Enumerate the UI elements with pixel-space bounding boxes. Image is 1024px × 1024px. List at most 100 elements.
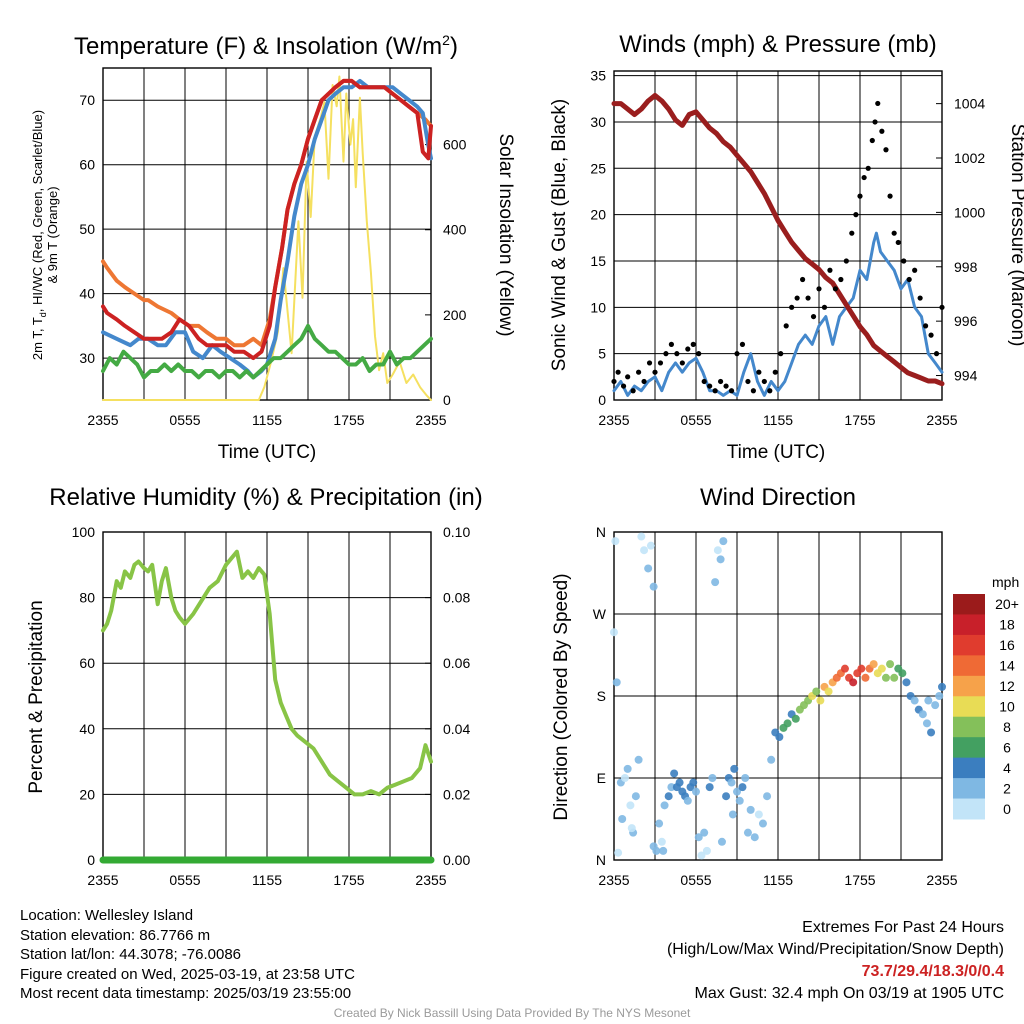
gust-point [679, 360, 685, 366]
gust-point [805, 295, 811, 301]
direction-point [722, 792, 731, 801]
wind-border [613, 70, 943, 401]
direction-point [637, 532, 646, 541]
direction-point [717, 837, 726, 846]
extremes-subtitle: (High/Low/Max Wind/Precipitation/Snow De… [666, 941, 1004, 958]
rh-ytick: 0 [87, 852, 95, 868]
gust-point [869, 137, 875, 144]
direction-point [611, 537, 620, 546]
gust-point [853, 212, 859, 218]
wind-ytick: 15 [590, 253, 606, 269]
rh-panel: 2355 0555 1155 1755 2355 0 20 40 60 80 100 0.00 0.02… [72, 524, 471, 888]
temp-line [101, 78, 433, 361]
extremes-values: 73.7/29.4/18.3/0/0.4 [861, 963, 1004, 980]
rh-xtick: 2355 [87, 872, 118, 888]
direction-point [675, 778, 684, 787]
gust-point [810, 313, 817, 320]
direction-point [705, 783, 714, 792]
colorbar-unit: mph [992, 574, 1019, 590]
direction-point [890, 673, 899, 682]
direction-point [689, 778, 698, 787]
wind-ytick: 5 [598, 346, 606, 362]
colorbar-label: 2 [1003, 780, 1011, 796]
gust-point [701, 378, 707, 385]
gust-point [750, 388, 757, 394]
max-gust-text: Max Gust: 32.4 mph On 03/19 at 1905 UTC [694, 985, 1005, 1002]
direction-point [623, 764, 632, 773]
temp-ytick: 40 [79, 286, 95, 302]
direction-point [927, 728, 936, 737]
credit-text: Created By Nick Bassill Using Data Provi… [333, 1006, 691, 1020]
rh-chart-title: Relative Humidity (%) & Precipitation (i… [49, 484, 482, 511]
direction-point [620, 774, 629, 782]
rh-xtick: 0555 [169, 872, 200, 888]
rh-ytick: 80 [79, 590, 95, 606]
colorbar-label: 14 [999, 658, 1015, 674]
colorbar-swatch [953, 737, 985, 759]
direction-point [730, 764, 739, 773]
direction-point [711, 578, 720, 587]
direction-point [746, 805, 755, 814]
svg-text:& 9m T (Orange): & 9m T (Orange) [45, 186, 60, 283]
direction-point [660, 801, 669, 810]
direction-point [922, 719, 931, 728]
rh-y2tick: 0.10 [443, 524, 470, 540]
rh-y2tick: 0.04 [443, 721, 470, 737]
colorbar-swatch [953, 778, 985, 800]
rh-line [101, 549, 433, 797]
gust-point [641, 378, 647, 385]
gust-point [646, 360, 653, 366]
direction-point [667, 783, 676, 792]
rh-y2tick: 0.02 [443, 786, 470, 802]
colorbar-label: 0 [1003, 801, 1011, 817]
gust-point [636, 369, 642, 375]
temp-ytick: 60 [79, 157, 95, 173]
elevation-text: Station elevation: 86.7766 m [20, 926, 211, 944]
wind-xtick: 2355 [926, 412, 957, 428]
direction-point [741, 774, 750, 782]
direction-point [763, 792, 772, 801]
colorbar-swatch [953, 716, 985, 738]
wind-y2tick: 998 [954, 259, 978, 275]
wind-y2tick: 996 [954, 313, 978, 329]
wind-y2tick: 1002 [954, 150, 985, 166]
dir-ylabel: Direction (Colored By Speed) [551, 573, 572, 820]
colorbar-label: 4 [1003, 760, 1011, 776]
colorbar-label: 10 [999, 699, 1015, 715]
colorbar-swatch [953, 757, 985, 779]
direction-point [924, 696, 933, 705]
wind-xtick: 0555 [680, 412, 711, 428]
temp-ylabel: 2m T, Td, HI/WC (Red, Green, Scarlet/Blu… [30, 110, 60, 360]
direction-point [614, 848, 623, 857]
wind-ytick: 20 [590, 207, 606, 223]
direction-point [692, 787, 700, 796]
gust-point [657, 360, 664, 366]
colorbar-swatch [953, 675, 985, 697]
direction-point [640, 546, 649, 555]
direction-point [733, 787, 741, 796]
direction-point [767, 755, 776, 764]
location-text: Location: Wellesley Island [20, 907, 194, 924]
gust-point [663, 351, 669, 357]
wind-y2tick: 994 [954, 368, 978, 384]
gust-point [939, 304, 945, 310]
gust-point [906, 276, 912, 283]
direction-point [869, 660, 878, 669]
direction-point [644, 564, 653, 573]
direction-point [697, 851, 706, 860]
direction-point [816, 696, 825, 705]
rh-ytick: 20 [79, 786, 95, 802]
direction-point [683, 796, 692, 805]
direction-point [861, 673, 870, 682]
direction-point [727, 778, 736, 787]
temp-ytick: 50 [79, 221, 95, 237]
gust-point [816, 286, 822, 292]
direction-point [824, 687, 833, 696]
extremes-box: Extremes For Past 24 Hours (High/Low/Max… [667, 917, 1004, 1005]
direction-point [627, 824, 636, 833]
colorbar-swatch [953, 696, 985, 718]
gust-point [857, 193, 863, 199]
gust-point [707, 383, 713, 389]
direction-point [881, 673, 890, 682]
